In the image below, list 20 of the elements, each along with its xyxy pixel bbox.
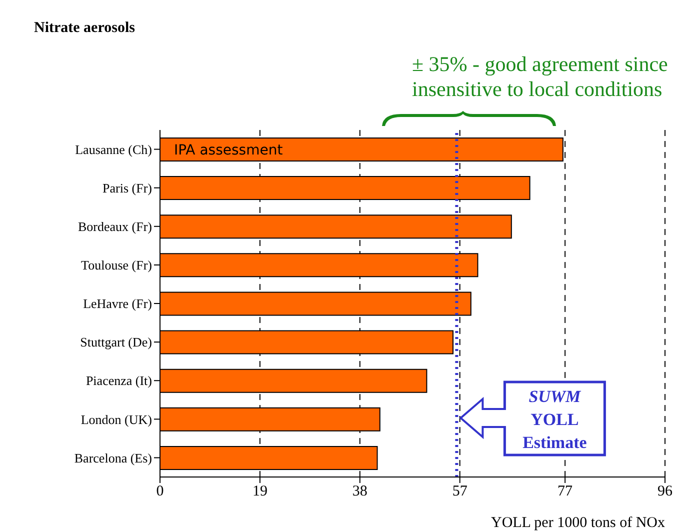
x-tick-label: 19	[252, 484, 268, 500]
y-tick-label: Paris (Fr)	[102, 180, 152, 196]
chart-title: Nitrate aerosols	[34, 20, 135, 37]
y-tick-label: Lausanne (Ch)	[75, 142, 152, 157]
x-axis-title: YOLL per 1000 tons of NOx	[490, 515, 666, 531]
y-tick-label: Toulouse (Fr)	[81, 258, 152, 273]
annotation: IPA assessment	[174, 142, 284, 158]
y-tick-label: LeHavre (Fr)	[83, 296, 152, 312]
x-tick-label: 77	[558, 484, 574, 500]
ref-line-label: SUWM YOLL Estimate	[522, 387, 588, 452]
y-tick-label: Bordeaux (Fr)	[78, 219, 152, 234]
text: ± 35% - good agreement since insensitive to local conditions	[412, 52, 669, 102]
y-tick-label: Piacenza (It)	[86, 373, 152, 388]
y-tick-label: London (UK)	[80, 412, 152, 427]
x-tick-label: 0	[156, 484, 164, 500]
y-tick-label: Stuttgart (De)	[80, 334, 152, 350]
x-tick-label: 57	[452, 484, 468, 500]
x-tick-label: 96	[658, 484, 673, 500]
y-tick-label: Barcelona (Es)	[74, 450, 152, 466]
x-tick-label: 38	[352, 484, 368, 500]
